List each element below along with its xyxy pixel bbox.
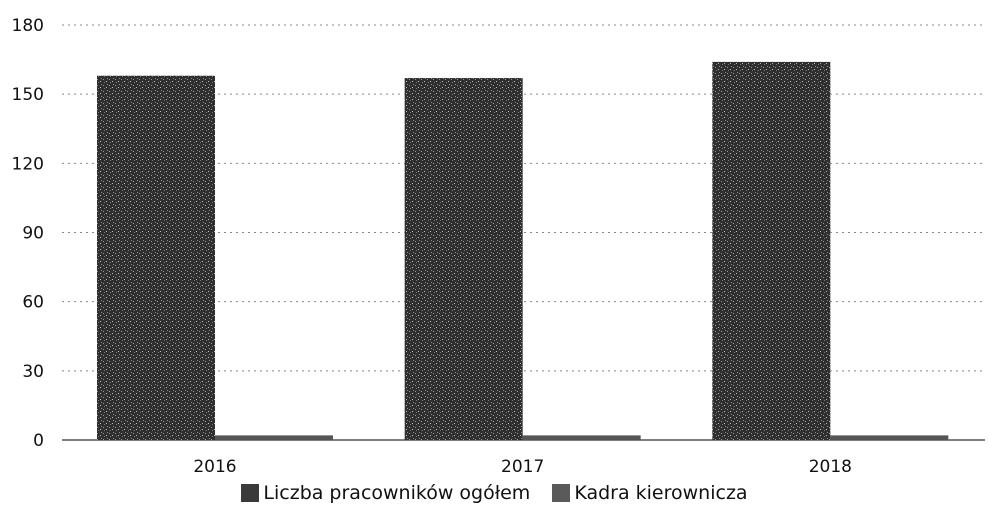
y-axis: 0 30 60 90 120 150 180 [12, 16, 44, 451]
x-tick-label: 2018 [809, 457, 852, 477]
legend-swatch-total [241, 484, 260, 502]
x-tick-label: 2016 [193, 457, 236, 477]
y-tick-label: 150 [12, 85, 44, 105]
bar-total-2017 [404, 78, 523, 441]
y-tick-label: 180 [12, 16, 44, 36]
bar-management-2016 [215, 435, 333, 440]
y-tick-label: 60 [22, 293, 44, 313]
legend-item-management: Kadra kierownicza [552, 482, 748, 504]
legend: Liczba pracowników ogółem Kadra kierowni… [0, 482, 989, 504]
x-tick-label: 2017 [501, 457, 544, 477]
bar-management-2017 [522, 435, 641, 440]
legend-swatch-management [552, 484, 571, 502]
legend-label-total: Liczba pracowników ogółem [263, 482, 531, 504]
y-tick-label: 0 [33, 431, 44, 451]
y-tick-label: 120 [12, 154, 44, 174]
y-tick-label: 30 [22, 362, 44, 382]
legend-label-management: Kadra kierownicza [574, 482, 748, 504]
x-axis: 2016 2017 2018 [193, 457, 852, 477]
bar-total-2018 [712, 61, 831, 441]
bar-management-2018 [830, 435, 949, 440]
y-tick-label: 90 [22, 224, 44, 244]
bars [97, 61, 949, 441]
bar-total-2016 [97, 75, 215, 440]
legend-item-total: Liczba pracowników ogółem [241, 482, 530, 504]
